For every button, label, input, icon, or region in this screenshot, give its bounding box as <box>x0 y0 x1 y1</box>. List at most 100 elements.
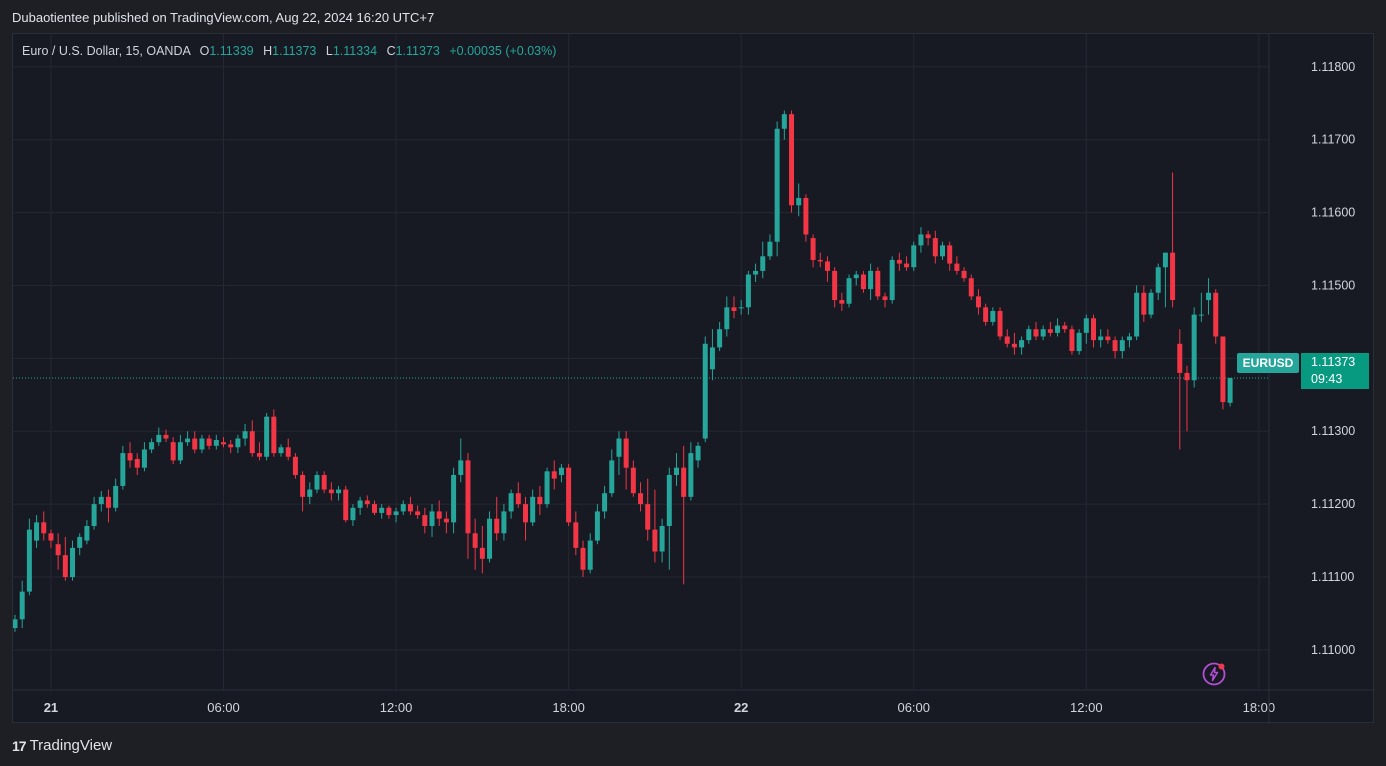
open-value: 1.11339 <box>209 44 254 58</box>
candle-body <box>925 234 931 239</box>
candle-body <box>48 533 54 541</box>
candle-body <box>688 453 694 497</box>
candle-body <box>652 529 658 552</box>
candle-body <box>918 234 924 246</box>
brand-name: TradingView <box>29 737 113 754</box>
candle-body <box>573 522 579 548</box>
tradingview-logo[interactable]: 17 TradingView <box>12 737 112 754</box>
y-tick-label: 1.11000 <box>1311 643 1355 657</box>
candle-body <box>77 536 83 548</box>
candle-body <box>487 518 493 559</box>
candle-body <box>228 444 234 448</box>
candle-body <box>530 496 536 523</box>
candle-body <box>249 431 255 454</box>
candle-body <box>968 278 974 297</box>
candle-body <box>537 496 543 505</box>
candle-body <box>235 438 241 448</box>
candle-body <box>62 555 68 578</box>
candle-body <box>753 270 759 275</box>
candle-body <box>1069 329 1075 352</box>
x-tick-label: 12:00 <box>380 700 413 715</box>
candle-body <box>580 547 586 570</box>
candle-body <box>817 259 823 262</box>
candle-body <box>170 442 176 461</box>
candle-body <box>1040 329 1046 337</box>
candle-body <box>832 270 838 301</box>
last-price-label: 1.11373 09:43 <box>1301 353 1369 389</box>
candle-body <box>990 310 996 322</box>
candle-body <box>853 274 859 279</box>
legend-title[interactable]: Euro / U.S. Dollar, 15, OANDA <box>22 44 191 58</box>
close-value: 1.11373 <box>395 44 440 58</box>
candle-body <box>1055 325 1061 333</box>
symbol-price-label: EURUSD <box>1237 353 1299 373</box>
candle-body <box>321 474 327 490</box>
candle-body <box>1220 336 1226 403</box>
candle-body <box>1162 252 1168 268</box>
close-label: C <box>386 44 396 58</box>
candle-body <box>630 467 636 494</box>
candle-body <box>19 591 25 620</box>
candle-body <box>1119 340 1125 352</box>
chart-area[interactable]: 1.118001.117001.116001.115001.114001.113… <box>12 33 1375 724</box>
candle-body <box>185 438 191 443</box>
candle-body <box>285 447 291 457</box>
bar-countdown: 09:43 <box>1311 372 1343 386</box>
candle-body <box>602 493 608 512</box>
candle-body <box>163 434 169 439</box>
x-tick-label: 06:00 <box>207 700 240 715</box>
x-tick-label: 18:00 <box>1243 700 1276 715</box>
candle-body <box>199 438 205 450</box>
candle-body <box>1155 267 1161 293</box>
flash-icon[interactable] <box>1202 662 1226 686</box>
candle-body <box>84 526 90 541</box>
candle-body <box>379 507 385 513</box>
candle-body <box>666 474 672 526</box>
candle-body <box>336 489 342 494</box>
candle-body <box>242 431 248 439</box>
candle-body <box>1062 325 1068 330</box>
candle-body <box>760 256 766 271</box>
candle-body <box>1105 336 1111 341</box>
candle-body <box>616 438 622 457</box>
candle-body <box>213 439 219 446</box>
low-label: L <box>325 44 333 58</box>
candle-body <box>465 460 471 534</box>
candle-body <box>954 263 960 271</box>
candle-body <box>947 245 953 264</box>
candle-body <box>451 474 457 523</box>
candle-body <box>1011 343 1017 348</box>
candle-body <box>609 460 615 494</box>
low-value: 1.11334 <box>332 44 378 58</box>
candle-body <box>436 511 442 519</box>
candle-body <box>824 261 830 271</box>
candle-body <box>271 416 277 454</box>
y-tick-label: 1.11500 <box>1311 278 1355 292</box>
candle-body <box>681 467 687 497</box>
candle-body <box>105 496 111 508</box>
candle-body <box>292 456 298 475</box>
candle-body <box>13 619 18 629</box>
candle-body <box>1141 292 1147 315</box>
y-tick-label: 1.11100 <box>1311 570 1354 584</box>
candle-body <box>745 274 751 308</box>
candle-body <box>357 500 363 508</box>
candle-body <box>1033 329 1039 337</box>
candle-body <box>645 504 651 530</box>
candle-body <box>810 238 816 260</box>
candle-body <box>1083 318 1089 333</box>
candle-body <box>1091 318 1096 341</box>
candle-body <box>566 467 572 523</box>
candle-body <box>1227 378 1233 403</box>
candle-body <box>307 489 313 497</box>
candle-body <box>328 489 334 494</box>
candlestick-chart[interactable]: 1.118001.117001.116001.115001.114001.113… <box>13 34 1375 724</box>
candle-body <box>55 544 61 556</box>
candle-body <box>1076 332 1082 352</box>
candle-body <box>1177 343 1183 373</box>
candle-body <box>494 518 500 534</box>
candle-body <box>789 114 795 206</box>
candle-body <box>34 522 40 541</box>
candle-body <box>515 493 521 505</box>
candle-body <box>314 474 320 490</box>
